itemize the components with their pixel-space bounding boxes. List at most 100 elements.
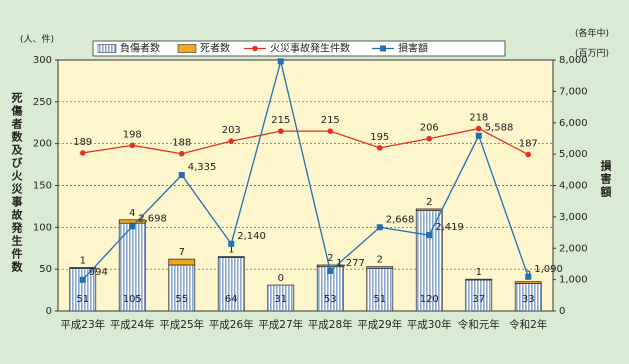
point-label: 198 (123, 129, 142, 140)
legend-marker (252, 45, 258, 52)
marker (376, 145, 383, 151)
point-label: 215 (321, 115, 340, 126)
marker (228, 240, 235, 247)
marker (129, 223, 136, 230)
bar (366, 266, 394, 269)
bar-label: 120 (420, 294, 439, 305)
marker (228, 138, 235, 144)
legend-label: 負傷者数 (120, 42, 160, 55)
point-label: 1,277 (336, 258, 365, 269)
y2-unit: (百万円) (575, 49, 610, 59)
point-label: 189 (73, 137, 92, 148)
bar-label: 31 (274, 294, 287, 305)
bar-label: 55 (175, 294, 188, 305)
bar (168, 258, 196, 266)
y2-tick-label: 2,000 (559, 243, 588, 254)
y2-tick-label: 1,000 (559, 275, 588, 286)
point-label: 203 (222, 125, 241, 136)
legend-label: 死者数 (200, 42, 230, 55)
bar-label: 4 (129, 208, 135, 219)
marker (475, 125, 482, 132)
bar-label: 51 (76, 294, 89, 305)
bar (118, 219, 146, 224)
line (82, 61, 529, 281)
x-tick-label: 令和元年 (458, 318, 500, 331)
point-label: 187 (519, 139, 538, 150)
y2-tick-label: 3,000 (559, 212, 588, 223)
bar (217, 257, 245, 312)
bar-label: 64 (225, 294, 238, 305)
y2-tick-label: 8,000 (559, 55, 588, 66)
marker (178, 150, 185, 157)
bar (465, 279, 493, 312)
bar (415, 208, 443, 211)
marker (79, 276, 86, 283)
point-label: 4,335 (188, 162, 217, 173)
bar (118, 222, 146, 312)
bar-label: 53 (324, 294, 337, 305)
point-label: 2,419 (435, 222, 464, 233)
y2-tick-label: 7,000 (559, 86, 588, 97)
point-label: 1,090 (534, 264, 563, 275)
y2-tick-label: 6,000 (559, 118, 588, 129)
marker (475, 132, 482, 139)
y2-tick-label: 5,000 (559, 149, 588, 160)
bar (514, 282, 542, 312)
bar-label: 37 (472, 294, 485, 305)
marker (525, 151, 532, 158)
bar (316, 264, 344, 268)
x-tick-label: 平成30年 (407, 318, 452, 331)
marker (376, 224, 383, 231)
y-tick-label: 250 (33, 97, 52, 108)
marker (129, 142, 136, 149)
bar-label: 2 (327, 253, 333, 264)
point-label: 2,140 (237, 231, 266, 242)
x-tick-label: 平成25年 (159, 318, 204, 331)
y-label: 死傷者数及び火災事故発生件数 (10, 92, 23, 274)
x-tick-label: 平成26年 (209, 318, 254, 331)
point-label: 2,698 (138, 213, 167, 224)
marker (79, 150, 86, 156)
marker (277, 128, 284, 134)
y2-tick-label: 4,000 (559, 181, 588, 192)
marker (277, 58, 284, 65)
bar (267, 284, 295, 312)
bar (217, 256, 245, 258)
bar (316, 266, 344, 312)
bar (415, 210, 443, 312)
legend-label: 火災事故発生件数 (270, 42, 350, 55)
legend-swatch (177, 44, 197, 53)
point-label: 5,588 (485, 123, 514, 134)
line (82, 127, 529, 156)
bar-label: 0 (278, 273, 284, 284)
y-tick-label: 0 (46, 306, 52, 317)
point-label: 2,668 (386, 214, 415, 225)
bar (514, 281, 542, 284)
point-label: 218 (469, 113, 488, 124)
legend-label: 損害額 (398, 42, 428, 55)
point-label: 206 (420, 123, 439, 134)
bar-label: 2 (377, 255, 383, 266)
x-tick-label: 平成27年 (258, 318, 303, 331)
marker (525, 273, 532, 280)
bar-label: 1 (476, 267, 482, 278)
x-tick-label: 平成24年 (110, 318, 155, 331)
point-label: 994 (89, 267, 108, 278)
y-tick-label: 150 (33, 181, 52, 192)
y-unit: (人、件) (20, 35, 55, 45)
legend-swatch (97, 44, 117, 53)
x-tick-label: 平成29年 (357, 318, 402, 331)
bar-label: 1 (80, 255, 86, 266)
bar-label: 7 (179, 247, 185, 258)
bar-label: 51 (373, 294, 386, 305)
bar-label: 105 (123, 294, 142, 305)
marker (178, 171, 185, 178)
bar-label: 33 (522, 294, 535, 305)
point-label: 215 (271, 115, 290, 126)
bar (168, 264, 196, 312)
marker (426, 232, 433, 239)
marker (327, 267, 334, 274)
x-tick-label: 令和2年 (509, 318, 547, 331)
